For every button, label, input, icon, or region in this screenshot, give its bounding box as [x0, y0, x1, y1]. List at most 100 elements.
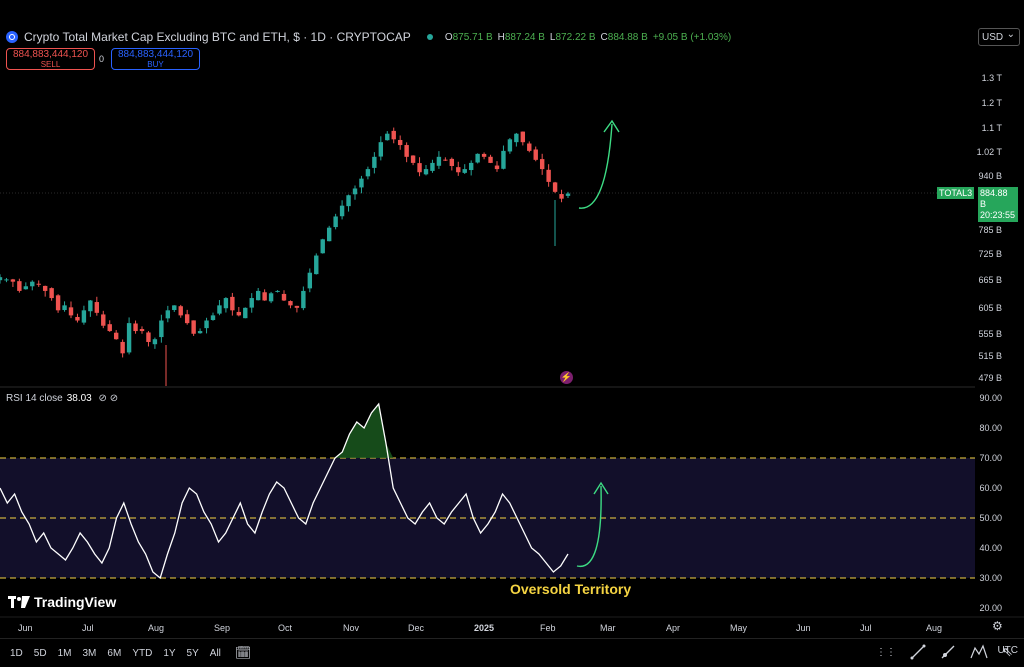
timezone-label[interactable]: UTC — [997, 645, 1018, 656]
candle-body — [49, 288, 54, 299]
gear-icon[interactable]: ⚙ — [992, 619, 1003, 633]
candle-body — [346, 195, 351, 207]
candle-body — [159, 320, 164, 338]
candle-body — [565, 193, 571, 196]
candle-body — [359, 178, 364, 188]
symbol-tag: TOTAL3 — [937, 187, 975, 199]
candle-body — [494, 165, 500, 170]
candle-body — [533, 149, 538, 160]
candle-body — [481, 153, 487, 157]
rsi-axis-label: 60.00 — [979, 483, 1002, 493]
cursor-icon[interactable]: ⇖ — [1002, 644, 1013, 659]
drawing-tools: ⋮⋮ ⇖ — [876, 640, 1013, 664]
price-axis-label: 515 B — [978, 351, 1002, 361]
timeframe-ytd[interactable]: YTD — [132, 647, 153, 659]
candle-body — [443, 159, 448, 161]
projection-arrow — [578, 123, 613, 209]
candle-body — [42, 285, 48, 291]
ray-icon[interactable] — [940, 644, 956, 660]
candle-body — [152, 339, 158, 345]
time-axis-label: Sep — [214, 623, 231, 633]
timeframe-1d[interactable]: 1D — [10, 647, 23, 659]
timeframe-all[interactable]: All — [209, 647, 221, 659]
rsi-axis-label: 70.00 — [979, 453, 1002, 463]
rsi-projection-arrow — [576, 485, 602, 568]
rsi-value: 38.03 — [66, 393, 92, 404]
candle-body — [204, 320, 209, 329]
price-axis-label: 1.3 T — [981, 73, 1002, 83]
grip-icon[interactable]: ⋮⋮ — [876, 646, 896, 658]
time-axis-label: Oct — [278, 623, 293, 633]
timeframe-5d[interactable]: 5D — [33, 647, 47, 659]
change-value: +9.05 B (+1.03%) — [652, 31, 732, 43]
candle-body — [243, 307, 248, 319]
candle-body — [88, 300, 93, 312]
timeframe-3m[interactable]: 3M — [82, 647, 97, 659]
candle-body — [217, 305, 222, 314]
time-axis-label: Jun — [796, 623, 811, 633]
candle-body — [68, 307, 74, 316]
rsi-header[interactable]: RSI 14 close 38.03 ⊘ ⊘ — [6, 393, 118, 404]
tradingview-logo[interactable]: TradingView — [8, 594, 116, 610]
time-axis-label: Aug — [926, 623, 943, 633]
timeframe-1y[interactable]: 1Y — [163, 647, 176, 659]
candle-body — [113, 332, 119, 340]
candle-body — [539, 159, 545, 170]
events-bolt-icon[interactable]: ⚡ — [560, 371, 573, 384]
visibility-icon[interactable]: ⊘ — [109, 393, 119, 404]
candle-body — [410, 155, 416, 163]
candle-body — [197, 331, 203, 334]
price-axis-label: 1.1 T — [981, 123, 1002, 133]
candle-body — [4, 279, 9, 281]
price-axis-label: 555 B — [978, 329, 1002, 339]
candle-body — [55, 295, 61, 311]
candle-body — [191, 320, 196, 334]
candle-body — [294, 305, 300, 308]
candle-body — [378, 142, 384, 157]
candle-body — [184, 314, 190, 324]
candle-body — [126, 323, 132, 353]
candle-body — [107, 324, 112, 332]
candle-body — [462, 169, 467, 173]
projection-arrowhead — [603, 119, 620, 133]
candle-body — [81, 310, 87, 323]
candle-body — [249, 298, 254, 308]
rsi-axis-label: 30.00 — [979, 573, 1002, 583]
time-axis-label: Jul — [82, 623, 94, 633]
calendar-icon[interactable]: 🗓 — [234, 645, 252, 660]
candle-body — [320, 239, 325, 254]
currency-select[interactable]: USD — [978, 26, 1020, 46]
candle-body — [559, 194, 564, 199]
candle-body — [165, 310, 171, 319]
candle-body — [275, 290, 280, 292]
buy-button[interactable]: 884,883,444,120 BUY — [111, 48, 200, 70]
rsi-overbought-fill — [335, 404, 394, 458]
time-axis-label: Jun — [18, 623, 33, 633]
candle-body — [514, 133, 519, 143]
symbol-header[interactable]: Crypto Total Market Cap Excluding BTC an… — [6, 30, 731, 44]
candle-body — [436, 156, 442, 166]
timeframe-6m[interactable]: 6M — [107, 647, 122, 659]
candle-body — [456, 167, 461, 173]
candle-body — [333, 216, 338, 228]
bottom-toolbar: 1D 5D 1M 3M 6M YTD 1Y 5Y All 🗓 — [0, 638, 1024, 667]
rsi-name: RSI 14 close — [6, 393, 63, 404]
candle-body — [520, 131, 526, 143]
timeframe-1m[interactable]: 1M — [57, 647, 72, 659]
candle-body — [236, 311, 242, 316]
pattern-icon[interactable] — [970, 644, 988, 660]
rsi-axis-label: 80.00 — [979, 423, 1002, 433]
candle-body — [365, 169, 371, 177]
bar-countdown: 20:23:55 — [980, 210, 1016, 220]
candle-body — [404, 145, 409, 157]
candle-body — [385, 133, 390, 141]
candle-body — [552, 182, 558, 192]
trendline-icon[interactable] — [910, 644, 926, 660]
sell-button[interactable]: 884,883,444,120 SELL — [6, 48, 95, 70]
rsi-axis-label: 50.00 — [979, 513, 1002, 523]
timeframe-5y[interactable]: 5Y — [186, 647, 199, 659]
time-axis-label: May — [730, 623, 748, 633]
settings-icon[interactable]: ⊘ — [98, 393, 107, 404]
candle-body — [210, 315, 216, 320]
